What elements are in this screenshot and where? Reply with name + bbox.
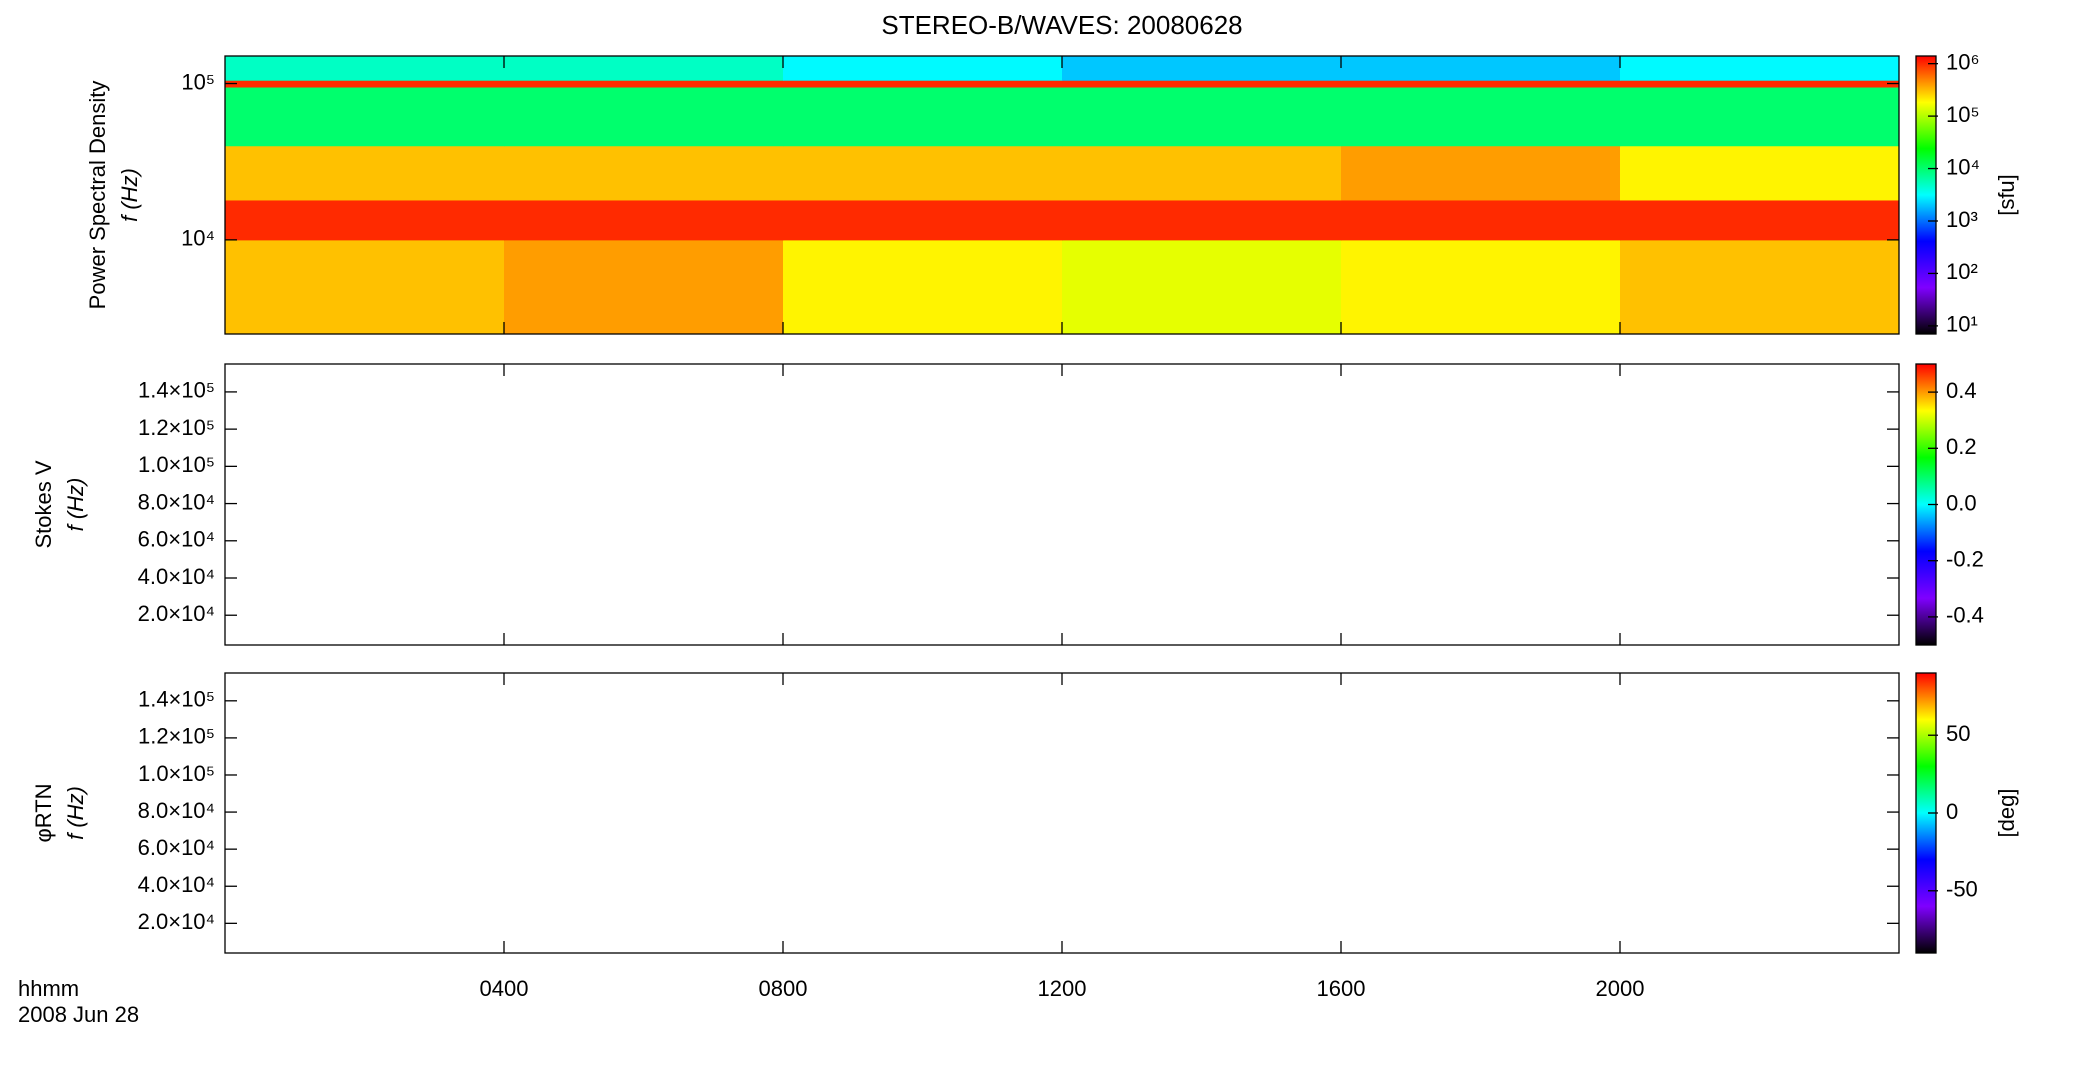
y-tick-label: 6.0×10⁴ — [138, 835, 215, 860]
x-tick-label: 0400 — [480, 976, 529, 1001]
y-axis-label: f (Hz) — [117, 168, 142, 222]
x-tick-label: 0800 — [759, 976, 808, 1001]
heatmap-cell — [1620, 145, 1900, 201]
x-axis-label: hhmm — [18, 976, 79, 1001]
heatmap-cell — [783, 239, 1063, 335]
heatmap-cell — [783, 145, 1063, 201]
colorbar-tick-label: 10⁴ — [1946, 154, 1980, 179]
plot-frame — [224, 672, 1900, 954]
heatmap-cell — [504, 145, 784, 201]
heatmap-cell — [1620, 80, 1900, 88]
x-tick-label: 1200 — [1038, 976, 1087, 1001]
y-tick-label: 2.0×10⁴ — [138, 909, 215, 934]
heatmap-cell — [783, 80, 1063, 88]
x-tick-label: 1600 — [1317, 976, 1366, 1001]
y-tick-label: 1.4×10⁵ — [138, 687, 215, 712]
heatmap-cell — [504, 80, 784, 88]
heatmap-cell — [504, 199, 784, 241]
y-axis-label: φRTN — [31, 783, 56, 842]
chart-title: STEREO-B/WAVES: 20080628 — [881, 10, 1242, 40]
x-tick-label: 2000 — [1596, 976, 1645, 1001]
y-tick-label: 10⁵ — [181, 69, 215, 94]
colorbar-tick-label: -0.4 — [1946, 603, 1984, 628]
y-tick-label: 8.0×10⁴ — [138, 798, 215, 823]
heatmap-cell — [1620, 239, 1900, 335]
colorbar-tick-label: 10⁵ — [1946, 102, 1980, 127]
heatmap-cell — [225, 239, 505, 335]
colorbar — [1915, 55, 1937, 335]
heatmap-cell — [504, 56, 784, 81]
colorbar-tick-label: 50 — [1946, 721, 1970, 746]
heatmap-cell — [1062, 239, 1342, 335]
x-axis-label: 2008 Jun 28 — [18, 1002, 139, 1027]
y-tick-label: 1.2×10⁵ — [138, 724, 215, 749]
colorbar-tick-label: 0.2 — [1946, 434, 1977, 459]
heatmap-cell — [225, 199, 505, 241]
heatmap-cell — [504, 87, 784, 147]
heatmap-cell — [1062, 199, 1342, 241]
heatmap-cell — [1341, 80, 1621, 88]
colorbar-tick-label: 10¹ — [1946, 312, 1978, 337]
heatmap-cell — [783, 56, 1063, 81]
colorbar-tick-label: -50 — [1946, 877, 1978, 902]
y-tick-label: 1.0×10⁵ — [138, 761, 215, 786]
heatmap-cell — [783, 199, 1063, 241]
y-tick-label: 1.4×10⁵ — [138, 378, 215, 403]
heatmap-cell — [225, 80, 505, 88]
colorbar-tick-label: -0.2 — [1946, 547, 1984, 572]
y-axis-label: f (Hz) — [63, 478, 88, 532]
y-axis-label: f (Hz) — [63, 786, 88, 840]
colorbar-tick-label: 10³ — [1946, 207, 1978, 232]
y-tick-label: 10⁴ — [181, 226, 215, 251]
y-tick-label: 4.0×10⁴ — [138, 872, 215, 897]
heatmap-cell — [1620, 87, 1900, 147]
colorbar-label: [sfu] — [1994, 174, 2019, 216]
y-tick-label: 2.0×10⁴ — [138, 601, 215, 626]
heatmap-cell — [1062, 80, 1342, 88]
heatmap-cell — [1062, 56, 1342, 81]
heatmap-cell — [1062, 145, 1342, 201]
y-tick-label: 6.0×10⁴ — [138, 527, 215, 552]
y-axis-label: Power Spectral Density — [85, 81, 110, 310]
heatmap-cell — [1341, 199, 1621, 241]
heatmap-cell — [783, 87, 1063, 147]
heatmap-cell — [225, 145, 505, 201]
plot-frame — [224, 363, 1900, 646]
colorbar-label: [deg] — [1994, 789, 2019, 838]
colorbar-tick-label: 10⁶ — [1946, 49, 1980, 74]
y-tick-label: 8.0×10⁴ — [138, 489, 215, 514]
colorbar-tick-label: 0 — [1946, 799, 1958, 824]
colorbar-tick-label: 10² — [1946, 259, 1978, 284]
colorbar-tick-label: 0.4 — [1946, 378, 1977, 403]
heatmap-cell — [1062, 87, 1342, 147]
heatmap-cell — [1620, 56, 1900, 81]
heatmap-cell — [1341, 239, 1621, 335]
colorbar-tick-label: 0.0 — [1946, 490, 1977, 515]
y-tick-label: 1.2×10⁵ — [138, 415, 215, 440]
y-tick-label: 1.0×10⁵ — [138, 452, 215, 477]
heatmap-cell — [1341, 56, 1621, 81]
heatmap-cell — [1620, 199, 1900, 241]
heatmap-cell — [225, 87, 505, 147]
y-tick-label: 4.0×10⁴ — [138, 564, 215, 589]
y-axis-label: Stokes V — [31, 460, 56, 548]
heatmap-cell — [225, 56, 505, 81]
heatmap-cell — [1341, 87, 1621, 147]
heatmap-cell — [504, 239, 784, 335]
heatmap-cell — [1341, 145, 1621, 201]
